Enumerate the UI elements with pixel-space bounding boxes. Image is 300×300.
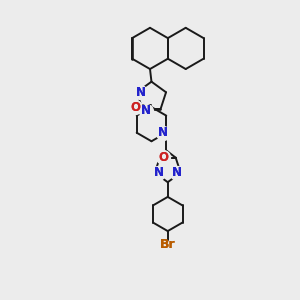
Text: N: N: [153, 166, 164, 179]
Text: N: N: [172, 166, 182, 179]
Text: N: N: [153, 166, 164, 179]
Text: O: O: [158, 151, 168, 164]
Text: Br: Br: [160, 238, 176, 250]
Text: O: O: [130, 100, 140, 114]
Text: N: N: [158, 126, 168, 139]
Text: N: N: [135, 86, 146, 99]
Text: N: N: [135, 86, 146, 99]
Text: N: N: [141, 104, 151, 117]
Text: O: O: [158, 151, 168, 164]
Text: N: N: [172, 166, 182, 179]
Text: N: N: [158, 126, 168, 139]
Text: N: N: [141, 104, 151, 117]
Text: O: O: [130, 100, 140, 114]
Text: Br: Br: [160, 238, 176, 250]
